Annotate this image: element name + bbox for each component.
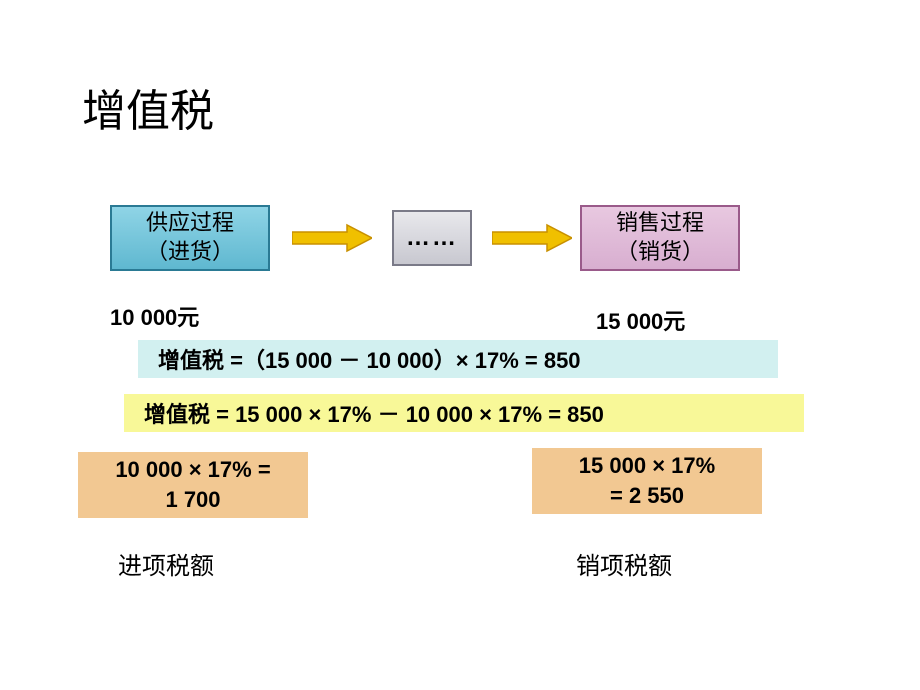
slide-title: 增值税 [82,75,214,139]
flow-row: 供应过程 （进货） …… 销售过程 （销货） [0,205,920,285]
supply-line2: （进货） [146,238,234,267]
amount-left: 10 000元 [110,300,199,332]
amount-right: 15 000元 [596,304,685,336]
formula-1: 增值税 =（15 000 － 10 000）× 17% = 850 [138,340,778,378]
supply-line1: 供应过程 [146,209,234,238]
calc-right-line2: = 2 550 [610,481,684,511]
bottom-label-left: 进项税额 [118,546,214,581]
sales-line1: 销售过程 [616,209,704,238]
sales-line2: （销货） [616,238,704,267]
arrow-1-icon [292,223,372,253]
arrow-2-icon [492,223,572,253]
calc-left-line1: 10 000 × 17% = [115,455,270,485]
middle-text: …… [406,222,458,253]
calc-left-line2: 1 700 [165,485,220,515]
calc-right-line1: 15 000 × 17% [579,451,715,481]
bottom-label-right: 销项税额 [576,546,672,581]
supply-box: 供应过程 （进货） [110,205,270,271]
calc-left: 10 000 × 17% = 1 700 [78,452,308,518]
middle-box: …… [392,210,472,266]
calc-right: 15 000 × 17% = 2 550 [532,448,762,514]
sales-box: 销售过程 （销货） [580,205,740,271]
formula-2: 增值税 = 15 000 × 17% － 10 000 × 17% = 850 [124,394,804,432]
